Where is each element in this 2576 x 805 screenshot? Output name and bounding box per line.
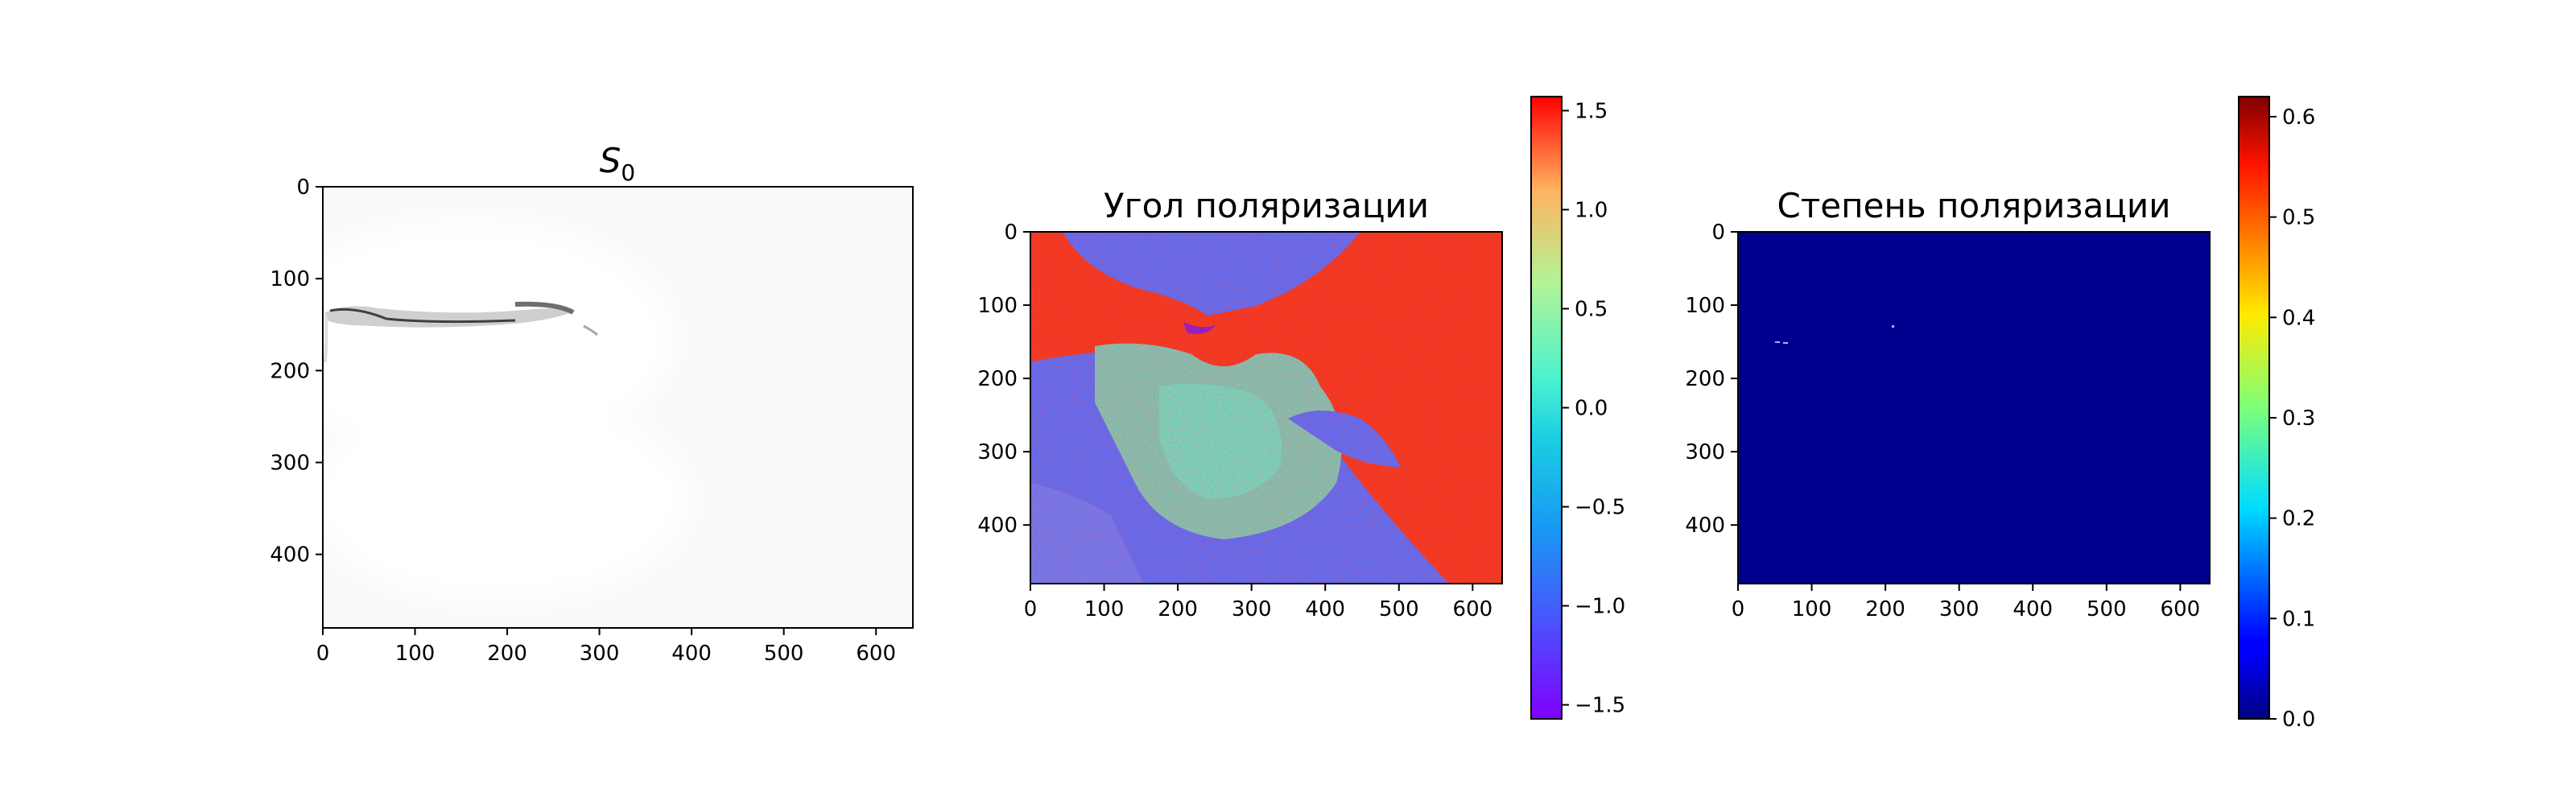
x-tick-label: 300	[1939, 597, 1979, 621]
angle-ticks: 0 100 200 300 400 500 600 0 100 200 300 400	[977, 221, 1492, 621]
x-tick-label: 200	[1158, 597, 1198, 621]
angle-title: Угол поляризации	[1104, 186, 1429, 225]
colorbar-tick-label: 0.4	[2282, 306, 2315, 330]
x-tick-label: 0	[1732, 597, 1745, 621]
colorbar-tick-label: 1.5	[1575, 99, 1608, 123]
angle-axes-frame	[1030, 231, 1503, 584]
degree-title: Степень поляризации	[1777, 186, 2171, 225]
y-tick-label: 0	[1004, 221, 1018, 245]
colorbar-tick-label: 0.0	[2282, 708, 2315, 732]
y-tick-label: 0	[1711, 221, 1725, 245]
x-tick-label: 500	[2087, 597, 2127, 621]
angle-image-content	[1030, 232, 1502, 584]
s0-title: S0	[600, 141, 636, 186]
y-tick-label: 400	[977, 514, 1018, 538]
y-tick-label: 300	[1685, 440, 1725, 464]
x-tick-label: 0	[1024, 597, 1038, 621]
y-tick-label: 100	[1685, 294, 1725, 318]
angle-colorbar-ticks: −1.5 −1.0 −0.5 0.0 0.5 1.0 1.5	[1562, 99, 1625, 718]
y-tick-label: 200	[977, 367, 1018, 391]
degree-axes-frame	[1737, 231, 2211, 584]
x-tick-label: 400	[2013, 597, 2053, 621]
y-tick-label: 100	[977, 294, 1018, 318]
s0-ticks: 0 100 200 300 400 500 600 0 100 200 300 400	[270, 175, 896, 666]
x-tick-label: 100	[1084, 597, 1125, 621]
x-tick-label: 600	[2161, 597, 2201, 621]
colorbar-tick-label: 0.5	[2282, 206, 2315, 230]
x-tick-label: 400	[1305, 597, 1345, 621]
degree-colorbar-ticks: 0.0 0.1 0.2 0.3 0.4 0.5 0.6	[2269, 105, 2315, 732]
x-tick-label: 200	[1865, 597, 1905, 621]
y-tick-label: 100	[270, 267, 310, 291]
degree-image-content	[1775, 325, 1894, 344]
x-tick-label: 600	[856, 642, 896, 666]
x-tick-label: 0	[316, 642, 330, 666]
panel-angle: 0 100 200 300 400 500 600 0 100 200 300 400 Угол по…	[977, 96, 1625, 720]
colorbar-tick-label: −1.0	[1575, 595, 1625, 619]
colorbar-tick-label: 0.6	[2282, 105, 2315, 130]
x-tick-label: 300	[1232, 597, 1272, 621]
x-tick-label: 100	[1792, 597, 1832, 621]
y-tick-label: 300	[977, 440, 1018, 464]
colorbar-tick-label: 0.0	[1575, 397, 1608, 421]
panel-s0: 0 100 200 300 400 500 600 0 100 200 300 400 S0	[270, 141, 914, 666]
x-tick-label: 100	[395, 642, 436, 666]
s0-image-content	[323, 217, 692, 604]
y-tick-label: 300	[270, 452, 310, 476]
degree-colorbar	[2238, 96, 2270, 720]
y-tick-label: 400	[1685, 514, 1725, 538]
panel-degree: 0 100 200 300 400 500 600 0 100 200 300 400 Степень…	[1685, 96, 2315, 732]
y-tick-label: 200	[270, 359, 310, 383]
x-tick-label: 300	[580, 642, 620, 666]
colorbar-tick-label: 0.1	[2282, 607, 2315, 631]
colorbar-tick-label: −1.5	[1575, 694, 1625, 718]
x-tick-label: 200	[487, 642, 527, 666]
degree-ticks: 0 100 200 300 400 500 600 0 100 200 300 400	[1685, 221, 2200, 621]
colorbar-tick-label: 1.0	[1575, 198, 1608, 222]
angle-colorbar	[1530, 96, 1563, 720]
degree-image	[1738, 232, 2210, 584]
y-tick-label: 200	[1685, 367, 1725, 391]
colorbar-tick-label: 0.3	[2282, 407, 2315, 431]
colorbar-tick-label: 0.5	[1575, 297, 1608, 321]
colorbar-tick-label: 0.2	[2282, 507, 2315, 531]
x-tick-label: 500	[764, 642, 804, 666]
x-tick-label: 500	[1379, 597, 1419, 621]
y-tick-label: 400	[270, 543, 310, 568]
x-tick-label: 400	[671, 642, 712, 666]
s0-axes-frame	[322, 186, 914, 629]
y-tick-label: 0	[296, 175, 310, 200]
colorbar-tick-label: −0.5	[1575, 496, 1625, 520]
x-tick-label: 600	[1453, 597, 1493, 621]
